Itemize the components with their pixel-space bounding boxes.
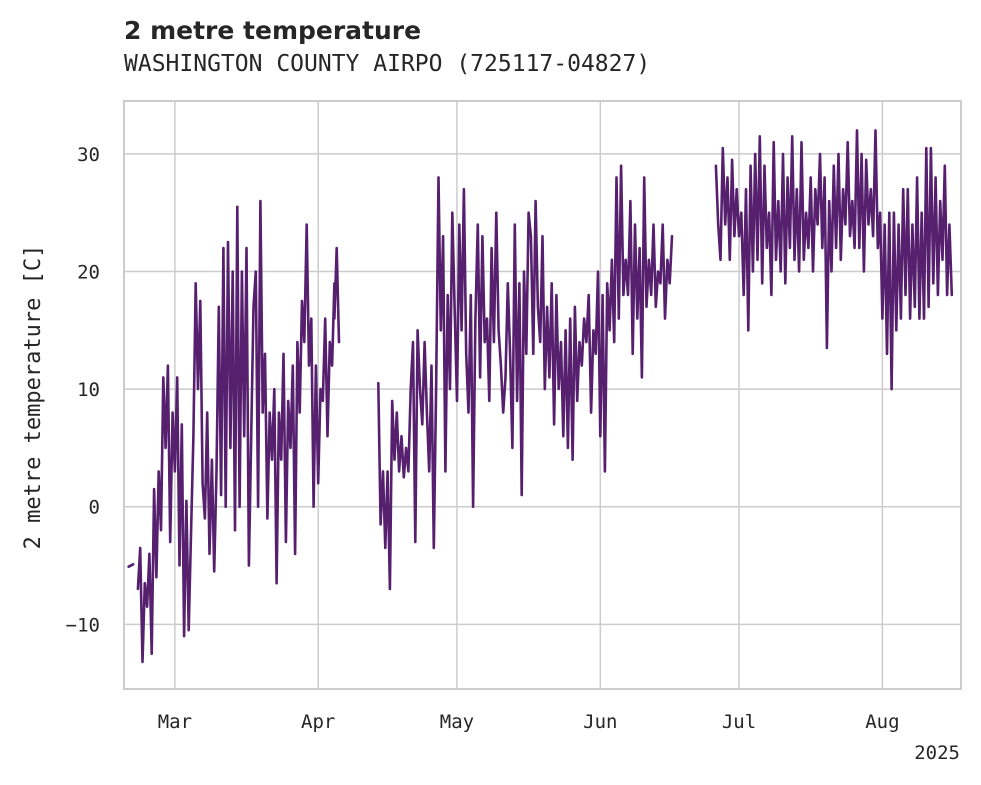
- chart-subtitle: WASHINGTON COUNTY AIRPO (725117-04827): [124, 51, 651, 77]
- y-tick-label: −10: [66, 614, 100, 636]
- temperature-line-segment: [714, 129, 954, 391]
- x-tick-label: Jun: [583, 711, 617, 733]
- tick-labels: Mar Apr May Jun Jul Aug 30 20 10 0 −10: [66, 144, 900, 733]
- y-tick-label: 30: [77, 144, 100, 166]
- x-tick-label: Aug: [865, 711, 899, 733]
- temperature-line-segment: [136, 199, 341, 664]
- x-tick-label: Apr: [301, 711, 335, 733]
- y-tick-label: 20: [77, 262, 100, 284]
- y-tick-label: 10: [77, 379, 100, 401]
- chart-title: 2 metre temperature: [124, 16, 422, 45]
- y-axis-label: 2 metre temperature [C]: [21, 245, 46, 550]
- x-tick-label: Jul: [722, 711, 756, 733]
- temperature-series: [127, 129, 954, 664]
- x-tick-label: Mar: [158, 711, 192, 733]
- plot-frame: [123, 100, 962, 690]
- temperature-line-segment: [127, 562, 135, 569]
- year-label: 2025: [914, 742, 960, 764]
- y-tick-label: 0: [89, 497, 100, 519]
- temperature-line-segment: [376, 164, 674, 591]
- x-tick-label: May: [440, 711, 474, 733]
